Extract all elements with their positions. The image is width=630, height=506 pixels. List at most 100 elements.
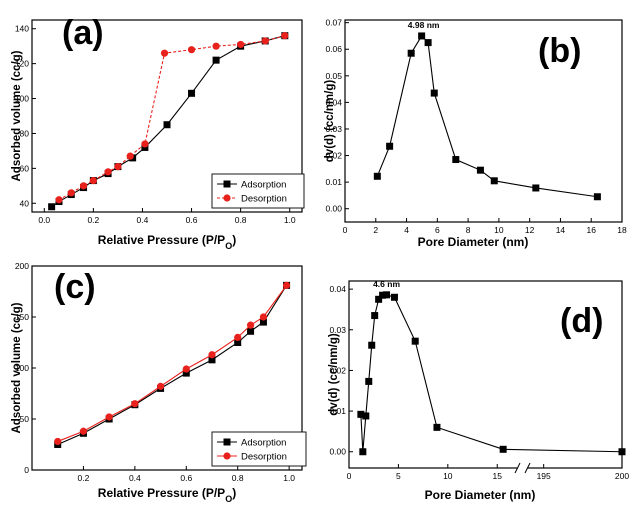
legend-box [211, 431, 307, 467]
axis-break-mark [514, 462, 521, 474]
chart-panel-b: 0 2 4 6 8 10 12 14 16 18 0.00 0.01 0.02 0.03 0.04 0.05 0… [324, 18, 627, 249]
data-point [430, 89, 438, 97]
x-tick-label: 10 [443, 471, 453, 481]
data-point [379, 291, 387, 299]
legend-entry-label: Adsorption [241, 438, 286, 449]
plot-frame [348, 280, 623, 469]
data-point [237, 40, 245, 49]
y-tick-label: 200 [15, 261, 29, 271]
data-point [433, 423, 441, 431]
y-axis-label: dv(d) (cc/nm/g) [324, 80, 336, 163]
plot-frame [31, 19, 303, 213]
x-tick-label: 195 [537, 471, 551, 481]
data-point [67, 189, 75, 197]
data-point [234, 333, 242, 341]
y-axis-label: Adsorbed volume (cc/g) [11, 50, 23, 181]
data-point [618, 448, 626, 456]
data-point [373, 172, 381, 180]
data-point [424, 39, 432, 47]
legend-marker [223, 194, 231, 202]
x-tick-label: 1.0 [283, 473, 295, 483]
series-desorption [54, 281, 291, 446]
data-point [281, 32, 289, 40]
peak-annotation: 4.6 nm [373, 279, 400, 289]
x-tick-label: 4 [404, 225, 409, 235]
panel-label: (d) [560, 302, 603, 340]
axis-break-mark [524, 462, 531, 474]
series-line [57, 285, 288, 442]
data-point [371, 312, 379, 320]
data-point [79, 427, 88, 435]
data-point [383, 291, 391, 299]
x-tick-label: 0.4 [129, 473, 141, 483]
data-point [163, 121, 171, 129]
y-tick-label: 140 [15, 24, 29, 34]
x-tick-label: 0 [343, 225, 348, 235]
data-point [261, 37, 269, 45]
legend: Adsorption Desorption [211, 173, 305, 209]
panel-label: (b) [538, 32, 581, 70]
data-point [208, 356, 216, 364]
y-tick-label: 60 [20, 163, 30, 173]
x-axis-label-subscript: O [225, 241, 232, 251]
data-point [375, 295, 383, 303]
data-point [182, 369, 190, 377]
data-point [54, 437, 62, 446]
series-pore-distribution [373, 32, 601, 201]
data-point [212, 42, 220, 50]
series-line [57, 285, 288, 446]
x-tick-label: 0.8 [235, 215, 247, 225]
y-tick-label: 0.03 [325, 124, 342, 134]
data-point [234, 339, 242, 346]
data-point [476, 166, 484, 174]
data-point [390, 293, 398, 301]
data-point [259, 318, 267, 326]
data-point [104, 168, 112, 176]
data-point [208, 351, 216, 359]
y-tick-label: 0.04 [329, 284, 346, 294]
legend-marker [223, 452, 231, 460]
y-tick-label: 0.01 [325, 177, 342, 187]
y-tick-label: 40 [20, 198, 30, 208]
data-point [182, 365, 190, 373]
series-desorption [55, 32, 289, 204]
x-tick-label: 0.0 [38, 215, 50, 225]
y-tick-label: 0.00 [329, 447, 346, 457]
x-tick-label: 0.2 [78, 473, 90, 483]
y-axis-label: Adsorbed volume (cc/g) [11, 302, 23, 433]
chart-panel-d: 0 5 10 15 195 200 0.00 0.01 0.02 0.03 0.04 Pore Dia… [328, 279, 629, 502]
series-adsorption [54, 281, 291, 448]
data-point [126, 152, 134, 160]
data-point [368, 341, 376, 349]
data-point [532, 184, 540, 192]
y-tick-label: 80 [20, 128, 30, 138]
x-tick-label: 200 [615, 471, 629, 481]
data-point [362, 412, 370, 420]
axis-break-gap [518, 464, 527, 472]
x-tick-label: 14 [556, 225, 566, 235]
data-point [452, 156, 460, 164]
x-tick-label: 16 [586, 225, 596, 235]
data-point [188, 89, 196, 97]
x-tick-label: 18 [617, 225, 627, 235]
x-tick-label: 0.6 [186, 215, 198, 225]
plot-frame [344, 19, 623, 223]
chart-panel-c: 0.2 0.4 0.6 0.8 1.0 0 50 100 150 200 Relative Pres… [11, 261, 307, 504]
data-point [246, 321, 255, 329]
data-point [156, 382, 165, 390]
y-tick-label: 0.05 [325, 71, 342, 81]
legend: Adsorption Desorption [211, 431, 307, 467]
data-point [282, 281, 291, 289]
data-point [187, 46, 196, 54]
x-tick-label: 0.8 [232, 473, 244, 483]
data-point [357, 410, 365, 418]
x-tick-label: 0.2 [87, 215, 99, 225]
data-point [365, 377, 373, 385]
data-point [593, 193, 601, 201]
y-tick-label: 100 [15, 94, 29, 104]
data-point [160, 49, 169, 57]
x-axis-label: Pore Diameter (nm) [418, 235, 529, 249]
peak-annotation: 4.98 nm [408, 20, 440, 30]
x-tick-label: 8 [466, 225, 471, 235]
